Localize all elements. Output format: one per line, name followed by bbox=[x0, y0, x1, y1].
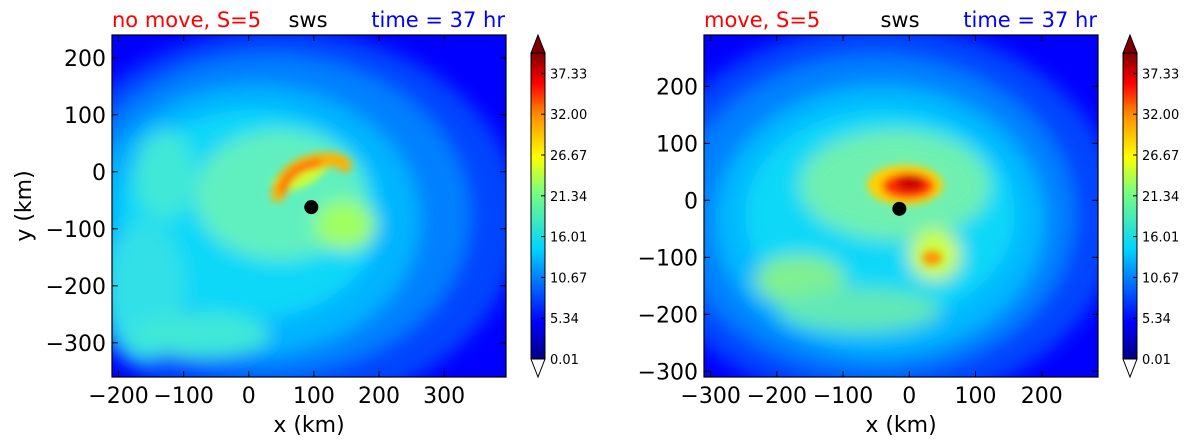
title-right-1: time = 37 hr bbox=[371, 8, 505, 32]
heatmap-field-1 bbox=[112, 35, 506, 377]
x-tick-label: 100 bbox=[293, 384, 335, 409]
storm-center-marker-2 bbox=[892, 201, 907, 216]
title-right-2: time = 37 hr bbox=[963, 8, 1097, 32]
title-left-2: move, S=5 bbox=[704, 8, 820, 32]
y-tick-label: −200 bbox=[638, 303, 698, 328]
colorbar-tick-label: 5.34 bbox=[550, 312, 579, 327]
heatmap-field-2 bbox=[704, 35, 1098, 377]
panel-no-move: no move, S=5 sws time = 37 hr bbox=[12, 8, 587, 438]
colorbar-2: 37.33 32.00 26.67 21.34 16.01 10.67 5.34 0.01 bbox=[1122, 33, 1179, 379]
x-axis-label-1: x (km) bbox=[273, 413, 344, 438]
y-tick-label: −100 bbox=[46, 218, 106, 243]
plot-frame-1 bbox=[111, 34, 507, 378]
y-tick-label: 0 bbox=[92, 161, 106, 186]
x-tick-label: −200 bbox=[747, 384, 807, 409]
colorbar-tick-label: 10.67 bbox=[1142, 271, 1179, 286]
y-ticks-2: 200 100 0 −100 −200 −300 bbox=[638, 75, 1098, 385]
colorbar-tick-label: 37.33 bbox=[550, 67, 587, 82]
colorbar-tick-label: 10.67 bbox=[550, 271, 587, 286]
y-tick-label: −300 bbox=[46, 332, 106, 357]
x-ticks-2: −300 −200 −100 0 100 200 bbox=[680, 35, 1063, 409]
x-tick-label: −200 bbox=[88, 384, 148, 409]
x-tick-label: −300 bbox=[680, 384, 740, 409]
colorbar-1: 37.33 32.00 26.67 21.34 16.01 10.67 5.34 0.01 bbox=[530, 33, 587, 379]
x-tick-label: 0 bbox=[242, 384, 256, 409]
x-tick-label: 0 bbox=[902, 384, 916, 409]
title-center-1: sws bbox=[288, 8, 327, 32]
storm-center-marker-1 bbox=[304, 200, 319, 215]
y-tick-label: −200 bbox=[46, 275, 106, 300]
colorbar-tick-label: 32.00 bbox=[1142, 108, 1179, 123]
x-tick-label: 200 bbox=[358, 384, 400, 409]
colorbar-tick-label: 37.33 bbox=[1142, 67, 1179, 82]
x-tick-label: 100 bbox=[954, 384, 996, 409]
colorbar-tick-label: 5.34 bbox=[1142, 312, 1171, 327]
colorbar-tick-label: 21.34 bbox=[550, 190, 587, 205]
title-left-1: no move, S=5 bbox=[112, 8, 261, 32]
title-center-2: sws bbox=[880, 8, 919, 32]
x-tick-label: 200 bbox=[1021, 384, 1063, 409]
y-tick-label: −100 bbox=[638, 246, 698, 271]
y-ticks-1: 200 100 0 −100 −200 −300 bbox=[46, 47, 506, 357]
colorbar-tick-label: 16.01 bbox=[1142, 231, 1179, 246]
colorbar-tick-label: 26.67 bbox=[550, 149, 587, 164]
x-tick-label: −100 bbox=[153, 384, 213, 409]
panel-move: move, S=5 sws time = 37 hr bbox=[638, 8, 1180, 438]
y-tick-label: 200 bbox=[64, 47, 106, 72]
y-tick-label: −300 bbox=[638, 360, 698, 385]
x-tick-label: 300 bbox=[423, 384, 465, 409]
x-ticks-1: −200 −100 0 100 200 300 bbox=[88, 35, 465, 409]
y-axis-label-1: y (km) bbox=[12, 170, 37, 241]
y-tick-label: 200 bbox=[656, 75, 698, 100]
y-tick-label: 100 bbox=[656, 132, 698, 157]
colorbar-tick-label: 32.00 bbox=[550, 108, 587, 123]
colorbar-tick-label: 16.01 bbox=[550, 231, 587, 246]
plot-frame-2 bbox=[703, 34, 1099, 378]
colorbar-tick-label: 0.01 bbox=[550, 353, 579, 368]
x-axis-label-2: x (km) bbox=[865, 413, 936, 438]
colorbar-tick-label: 0.01 bbox=[1142, 353, 1171, 368]
x-tick-label: −100 bbox=[813, 384, 873, 409]
y-tick-label: 100 bbox=[64, 104, 106, 129]
colorbar-tick-label: 21.34 bbox=[1142, 190, 1179, 205]
colorbar-tick-label: 26.67 bbox=[1142, 149, 1179, 164]
y-tick-label: 0 bbox=[684, 189, 698, 214]
